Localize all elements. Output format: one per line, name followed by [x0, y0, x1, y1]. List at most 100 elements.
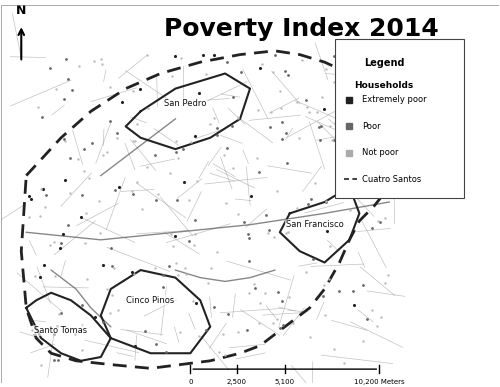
Point	[64, 222, 72, 228]
Point	[190, 242, 198, 248]
Text: Poverty Index 2014: Poverty Index 2014	[164, 17, 439, 41]
Point	[46, 65, 54, 72]
Point	[99, 152, 107, 158]
Point	[172, 53, 179, 59]
Point	[272, 316, 280, 322]
Point	[294, 205, 302, 211]
Point	[281, 68, 289, 74]
Point	[289, 320, 297, 326]
Point	[66, 190, 74, 196]
Point	[78, 192, 86, 198]
Point	[168, 243, 176, 249]
Point	[193, 178, 201, 185]
Point	[313, 109, 321, 115]
Point	[212, 132, 220, 138]
Point	[159, 283, 167, 289]
Point	[315, 124, 323, 130]
Point	[326, 123, 334, 129]
Text: Cinco Pinos: Cinco Pinos	[126, 296, 174, 305]
Point	[136, 86, 143, 92]
Point	[180, 265, 188, 271]
Point	[228, 123, 235, 129]
Point	[210, 52, 218, 58]
Point	[219, 331, 227, 337]
Point	[80, 146, 88, 152]
Point	[258, 61, 266, 67]
Point	[57, 240, 65, 246]
Point	[320, 106, 328, 112]
Point	[52, 86, 60, 92]
Point	[56, 245, 64, 251]
Point	[302, 269, 310, 276]
Point	[64, 75, 72, 82]
Point	[88, 140, 96, 146]
Point	[78, 301, 86, 308]
Point	[116, 183, 124, 190]
Point	[306, 334, 314, 340]
Point	[180, 178, 188, 185]
Point	[128, 138, 136, 144]
Point	[142, 164, 150, 170]
Point	[98, 61, 106, 67]
Point	[192, 133, 200, 139]
Point	[224, 59, 232, 65]
Point	[377, 168, 385, 174]
Text: Households: Households	[354, 81, 414, 90]
Text: Cuatro Santos: Cuatro Santos	[362, 175, 421, 184]
Point	[144, 104, 152, 111]
Point	[42, 192, 50, 198]
Point	[276, 88, 284, 94]
Point	[269, 320, 277, 326]
Point	[196, 90, 203, 96]
Point	[328, 137, 336, 143]
Point	[356, 190, 364, 196]
Point	[276, 325, 284, 331]
Point	[321, 312, 329, 318]
Point	[326, 243, 334, 249]
Point	[40, 262, 48, 268]
Point	[278, 135, 286, 142]
Point	[166, 170, 174, 176]
Point	[143, 52, 151, 58]
Point	[265, 227, 273, 233]
Text: 5,100: 5,100	[274, 378, 295, 385]
Point	[152, 341, 160, 347]
Point	[66, 155, 74, 161]
Point	[244, 231, 252, 238]
Point	[334, 288, 342, 294]
Point	[267, 109, 275, 115]
Point	[184, 197, 192, 203]
Point	[103, 149, 111, 155]
Point	[255, 170, 263, 176]
Point	[68, 87, 76, 93]
Point	[256, 300, 264, 306]
Point	[202, 71, 210, 77]
Point	[318, 123, 326, 129]
Point	[191, 217, 199, 223]
Point	[352, 153, 360, 159]
Point	[168, 100, 175, 106]
Point	[61, 177, 69, 183]
Point	[340, 360, 348, 366]
Point	[51, 273, 59, 279]
Point	[152, 197, 160, 203]
Point	[36, 213, 44, 219]
Point	[99, 262, 107, 268]
Point	[154, 191, 162, 197]
Point	[102, 286, 110, 292]
Point	[176, 329, 184, 335]
Point	[350, 302, 358, 308]
FancyBboxPatch shape	[334, 39, 464, 198]
Point	[207, 265, 215, 272]
Point	[134, 121, 141, 127]
Text: Santo Tomas: Santo Tomas	[34, 326, 88, 335]
Point	[282, 130, 290, 136]
Point	[50, 330, 58, 337]
Point	[90, 58, 98, 64]
Text: San Francisco: San Francisco	[286, 220, 344, 229]
Point	[54, 357, 62, 363]
Point	[354, 65, 362, 72]
Point	[359, 101, 367, 107]
Point	[91, 314, 99, 320]
Point	[174, 155, 182, 161]
